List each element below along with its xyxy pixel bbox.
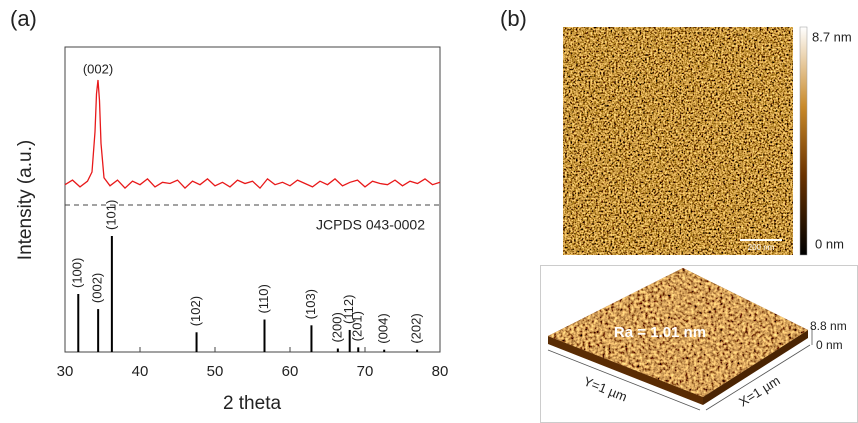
axis-line <box>705 344 811 411</box>
peak-label: (002) <box>83 61 113 76</box>
surface-side <box>703 330 808 405</box>
stick-label: (002) <box>90 273 105 303</box>
panel-label: (b) <box>500 6 527 31</box>
reference-name: JCPDS 043-0002 <box>316 217 425 233</box>
roughness: Ra = 1.01 nm <box>614 324 706 341</box>
stick-label: (112) <box>341 295 356 324</box>
stick-label: (201) <box>350 311 365 341</box>
measured-pattern <box>64 79 441 190</box>
colorbar-min: 0 nm <box>815 236 844 251</box>
y-axis-label: Intensity (a.u.) <box>15 140 36 260</box>
colorbar-max: 8.7 nm <box>812 29 852 44</box>
x-tick-label: 40 <box>132 363 149 380</box>
stick-label: (200) <box>329 312 344 342</box>
x-axis-label: 2 theta <box>223 393 282 414</box>
x-tick-label: 30 <box>57 363 74 380</box>
panel-label: (a) <box>10 6 37 31</box>
x-tick-label: 60 <box>282 363 299 380</box>
colorbar <box>799 26 808 256</box>
y-axis-3d: Y=1 µm <box>582 374 630 405</box>
z-max: 8.8 nm <box>810 319 847 333</box>
x-tick-label: 50 <box>207 363 224 380</box>
stick-label: (110) <box>256 284 271 313</box>
scale-bar-label: 200 nm <box>748 243 775 252</box>
stick-label: (004) <box>376 313 391 343</box>
plot-frame <box>64 46 441 353</box>
stick-label: (103) <box>303 289 318 319</box>
axis-line <box>547 349 701 411</box>
surface-side <box>548 336 703 405</box>
stick-label: (100) <box>70 258 85 288</box>
z-min: 0 nm <box>816 338 843 352</box>
x-tick-label: 80 <box>432 363 449 380</box>
stick-label: (202) <box>409 313 424 343</box>
afm-texture <box>563 27 793 255</box>
stick-label: (102) <box>188 296 203 326</box>
x-tick-label: 70 <box>357 363 374 380</box>
stick-label: (101) <box>103 200 118 230</box>
